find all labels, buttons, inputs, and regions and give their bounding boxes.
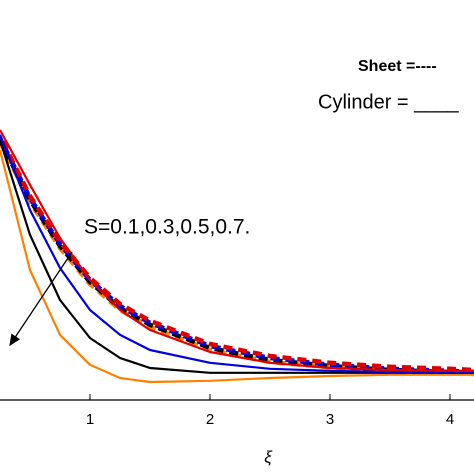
x-tick-label: 4: [446, 411, 454, 428]
cylinder-curve: [0, 129, 474, 372]
cylinder-curve: [0, 149, 474, 384]
x-tick-label: 2: [206, 411, 214, 428]
plot-area: [0, 129, 474, 384]
cylinder-curve: [0, 134, 474, 374]
x-tick-label: 1: [86, 411, 94, 428]
annotation: S=0.1,0.3,0.5,0.7.: [84, 216, 250, 239]
sheet-curve: [0, 134, 474, 373]
x-axis-label: ξ: [264, 447, 273, 466]
legend-text: Cylinder = ____: [318, 91, 460, 113]
legend-text: Sheet =----: [358, 58, 437, 75]
trend-arrow: [9, 251, 73, 347]
x-tick-label: 3: [326, 411, 334, 428]
sheet-curve: [0, 138, 474, 376]
